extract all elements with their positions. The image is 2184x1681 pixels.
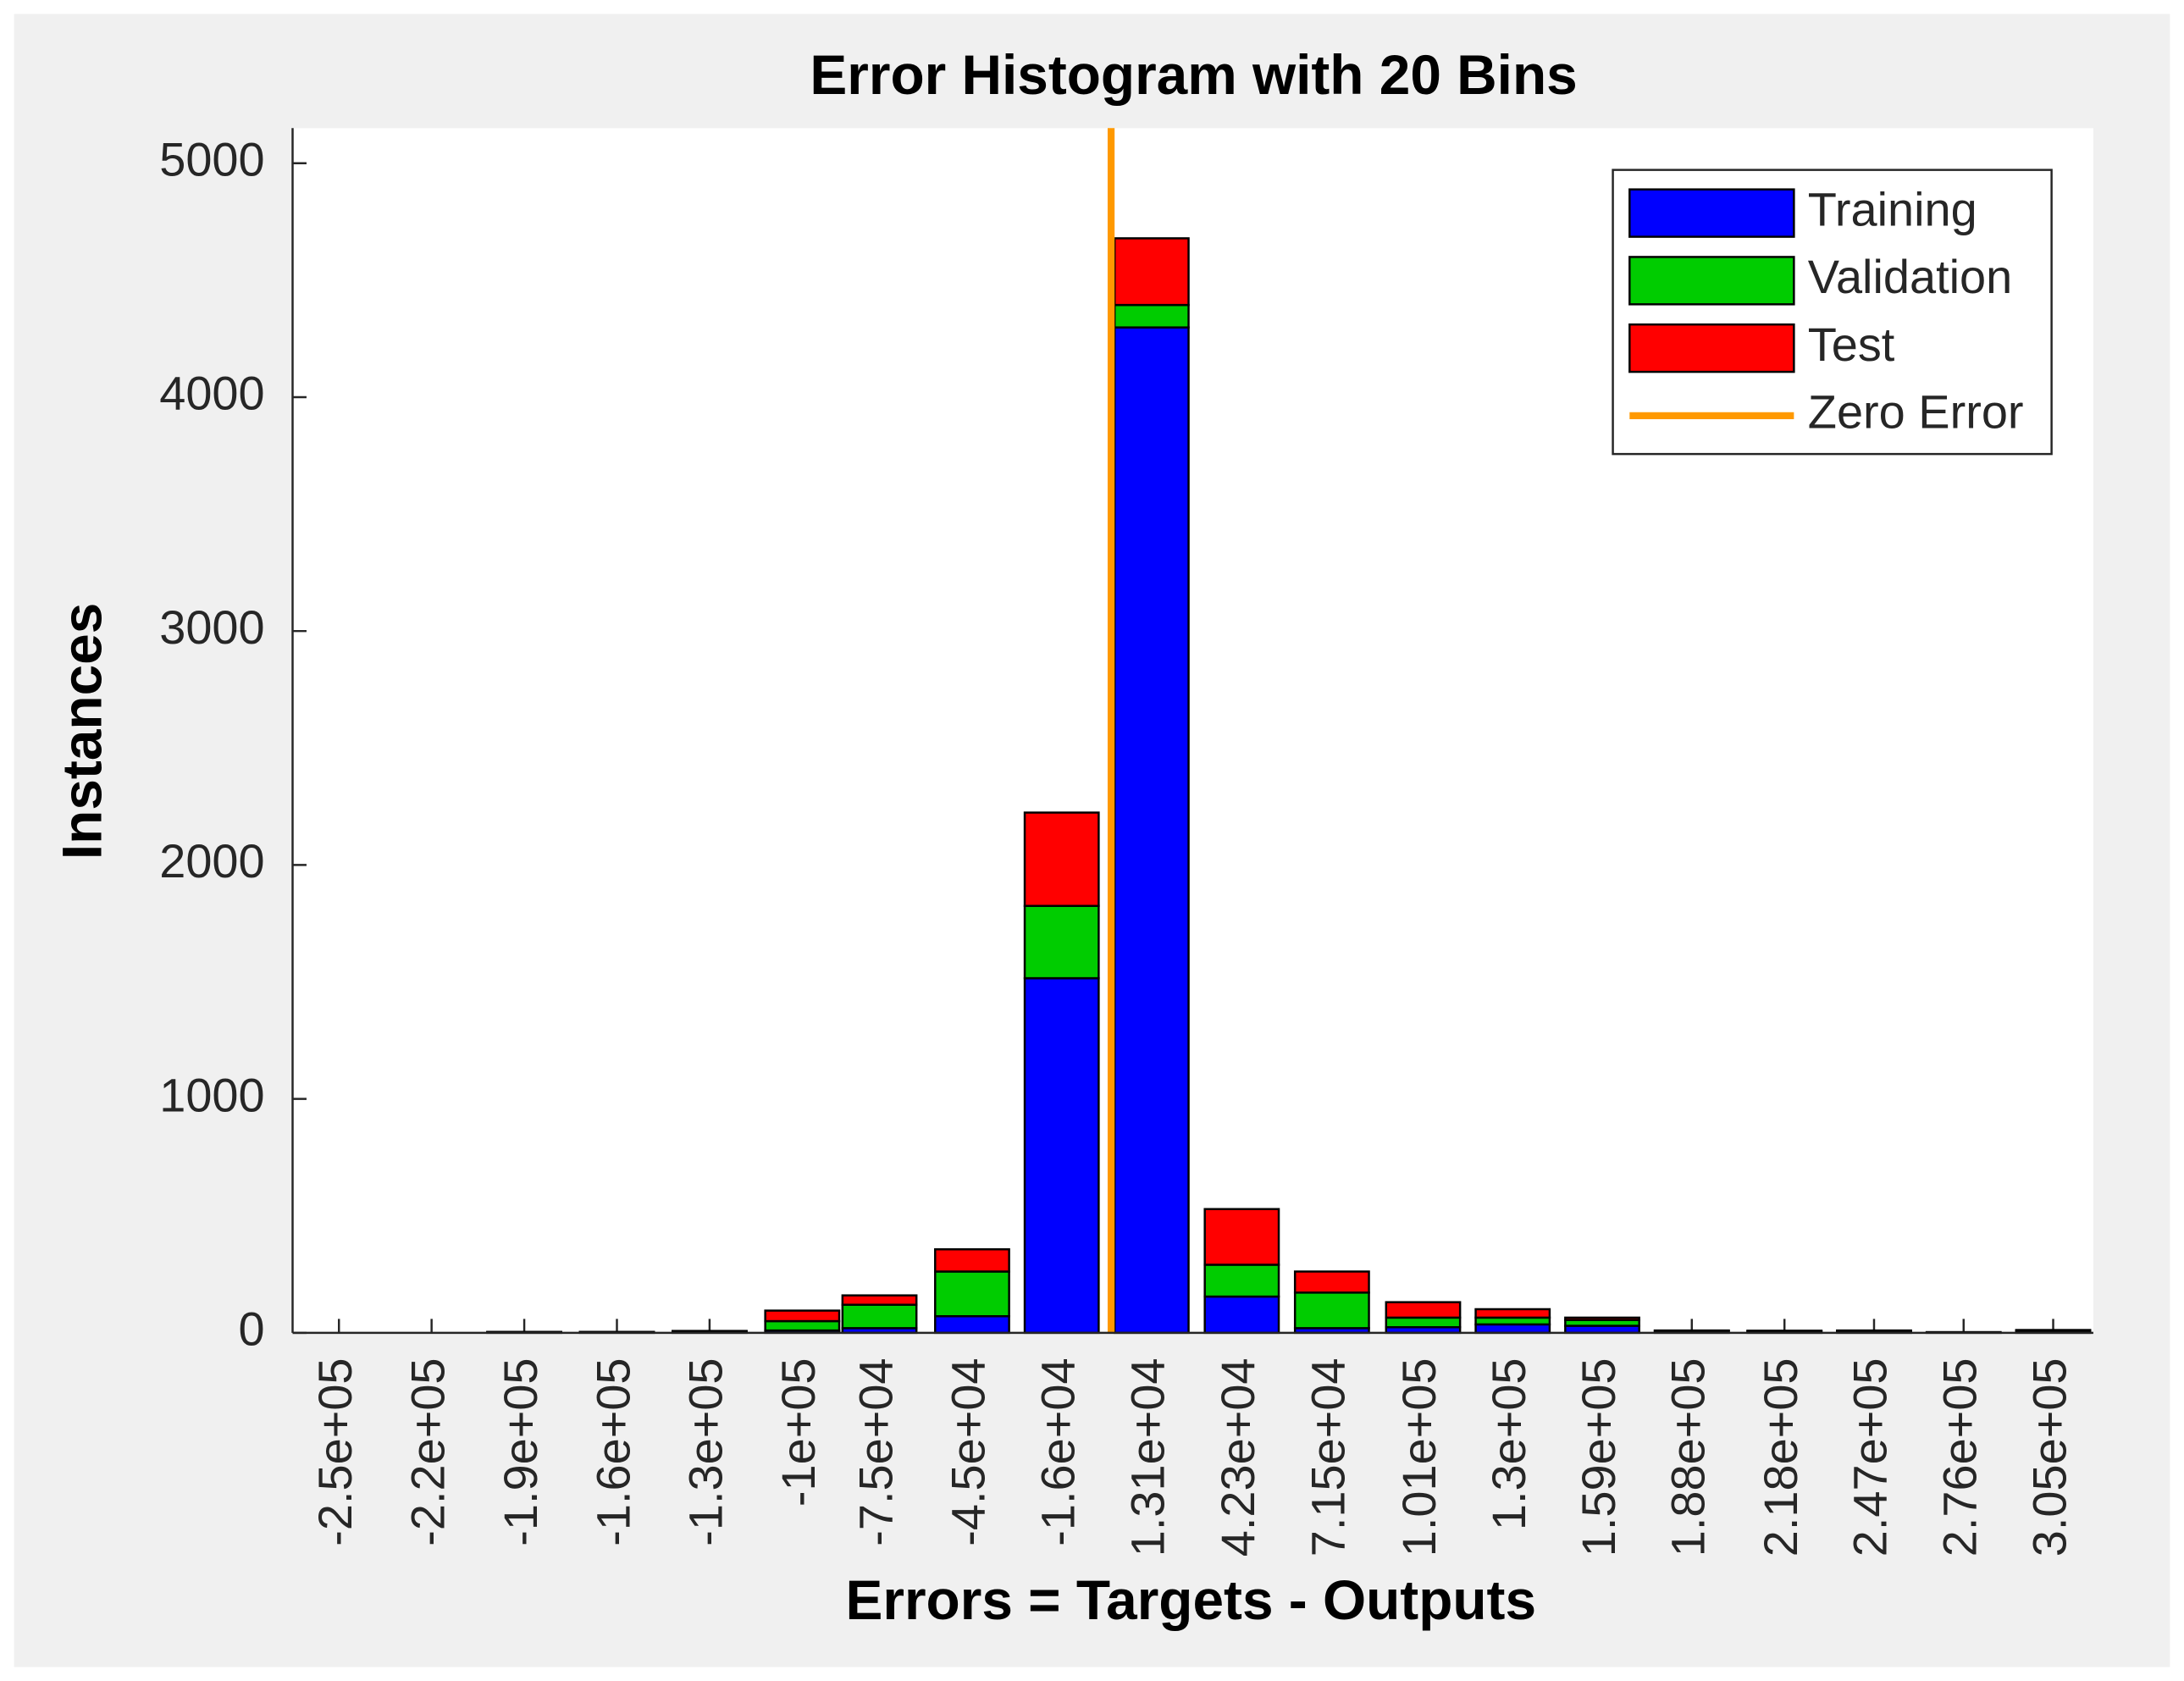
legend-swatch [1628, 188, 1795, 238]
y-tick-label: 1000 [159, 1068, 264, 1121]
legend: Training Validation Test Zero Error [1612, 169, 2053, 456]
y-tick-label: 0 [239, 1302, 265, 1356]
bar-segment [1203, 1264, 1280, 1298]
x-tick-label: 2.18e+05 [1754, 1358, 1807, 1557]
bar-segment [1203, 1295, 1280, 1335]
bar-segment [1293, 1291, 1370, 1330]
x-tick-label: 3.05e+05 [2022, 1358, 2076, 1557]
x-tick-label: -4.5e+04 [942, 1358, 995, 1546]
legend-label: Zero Error [1808, 385, 2024, 439]
x-tick-label: 1.3e+05 [1482, 1358, 1535, 1530]
bar-segment [2015, 1329, 2092, 1332]
bar-segment [1023, 811, 1100, 907]
x-tick-label: -1.6e+04 [1031, 1358, 1084, 1546]
x-tick-label: -1.3e+05 [679, 1358, 733, 1546]
x-tick-label: -1e+05 [771, 1358, 825, 1507]
chart-title: Error Histogram with 20 Bins [810, 43, 1577, 106]
bar-segment [764, 1319, 841, 1332]
x-tick-label: -2.2e+05 [401, 1358, 454, 1546]
x-tick-label: 1.01e+05 [1392, 1358, 1446, 1557]
bar-segment [1385, 1301, 1462, 1319]
y-tick-label: 3000 [159, 600, 264, 654]
bar-segment [841, 1294, 918, 1306]
y-axis-label: Instances [50, 603, 113, 860]
x-tick-label: -1.6e+05 [586, 1358, 639, 1546]
bar-segment [1023, 976, 1100, 1335]
x-tick-label: 2.47e+05 [1844, 1358, 1897, 1557]
legend-swatch [1628, 256, 1795, 306]
bar-segment [934, 1248, 1010, 1273]
bar-segment [1113, 237, 1190, 307]
legend-label: Test [1808, 318, 1895, 371]
legend-swatch [1628, 323, 1795, 373]
bar-segment [1113, 326, 1190, 1335]
x-axis-label: Errors = Targets - Outputs [845, 1568, 1536, 1631]
x-tick-label: -1.9e+05 [494, 1358, 547, 1546]
y-tick-label: 2000 [159, 834, 264, 888]
x-tick-label: 1.59e+05 [1572, 1358, 1625, 1557]
legend-label: Validation [1808, 250, 2012, 303]
bar-segment [1474, 1308, 1551, 1319]
bar-segment [934, 1270, 1010, 1318]
bar-segment [1385, 1316, 1462, 1329]
bar-segment [841, 1303, 918, 1330]
bar-segment [1836, 1329, 1912, 1332]
legend-label: Training [1808, 182, 1977, 235]
x-tick-label: 1.31e+04 [1121, 1358, 1175, 1557]
bar-segment [1203, 1208, 1280, 1266]
x-tick-label: 4.23e+04 [1211, 1358, 1264, 1557]
bar-segment [1564, 1324, 1640, 1335]
y-tick-label: 5000 [159, 133, 264, 186]
bar-segment [1474, 1323, 1551, 1335]
bar-segment [1293, 1270, 1370, 1294]
bar-segment [1564, 1316, 1640, 1321]
x-tick-label: 1.88e+05 [1661, 1358, 1715, 1557]
y-tick-label: 4000 [159, 367, 264, 420]
bar-segment [1113, 303, 1190, 329]
bar-segment [934, 1315, 1010, 1335]
x-tick-label: 7.15e+04 [1302, 1358, 1355, 1557]
x-tick-label: -2.5e+05 [308, 1358, 362, 1546]
x-tick-label: 2.76e+05 [1933, 1358, 1987, 1557]
bar-segment [1023, 904, 1100, 980]
x-tick-label: -7.5e+04 [849, 1358, 902, 1546]
bar-segment [764, 1309, 841, 1323]
